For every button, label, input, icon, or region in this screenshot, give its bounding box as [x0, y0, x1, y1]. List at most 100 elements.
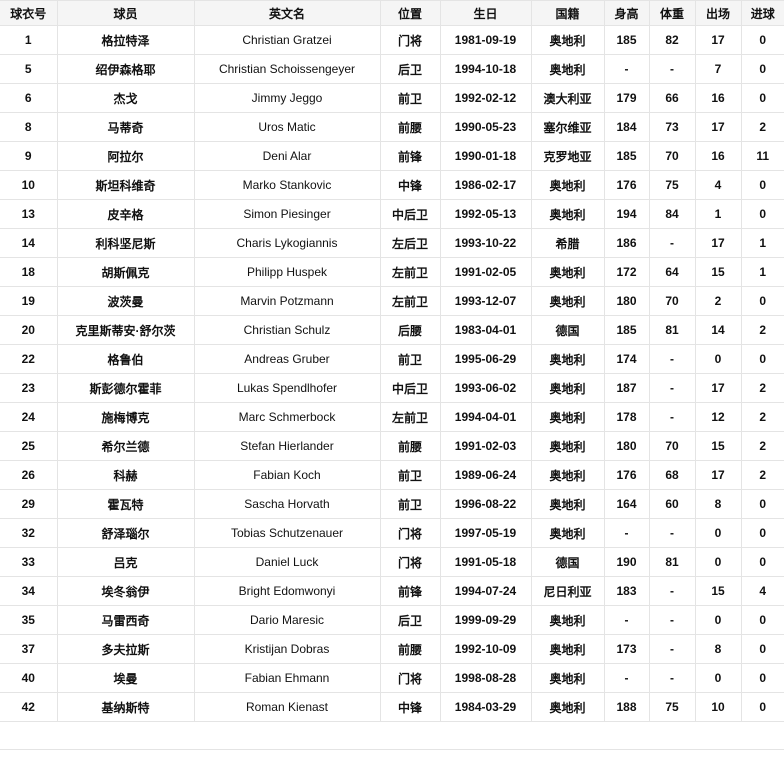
- header-appearances: 出场: [694, 0, 742, 26]
- cell-birthday: 1994-04-01: [439, 402, 532, 432]
- cell-goals: 2: [740, 112, 784, 142]
- cell-birthday: 1991-05-18: [439, 547, 532, 577]
- cell-nationality: 德国: [530, 547, 605, 577]
- cell-number: 22: [0, 344, 58, 374]
- cell-weight: -: [648, 54, 696, 84]
- cell-nationality: 塞尔维亚: [530, 112, 605, 142]
- table-row: 14 利科坚尼斯 Charis Lykogiannis 左后卫 1993-10-22 希腊…: [0, 228, 784, 258]
- cell-weight: 64: [648, 257, 696, 287]
- cell-height: 164: [603, 489, 650, 519]
- cell-appearances: 17: [694, 373, 742, 403]
- cell-appearances: 14: [694, 315, 742, 345]
- cell-height: -: [603, 605, 650, 635]
- cell-english-name: Lukas Spendlhofer: [193, 373, 381, 403]
- header-number: 球衣号: [0, 0, 58, 26]
- table-row: 8 马蒂奇 Uros Matic 前腰 1990-05-23 塞尔维亚 184 73 17 2: [0, 112, 784, 142]
- cell-height: 176: [603, 460, 650, 490]
- cell-weight: 73: [648, 112, 696, 142]
- cell-weight: 68: [648, 460, 696, 490]
- cell-height: 173: [603, 634, 650, 664]
- cell-number: 32: [0, 518, 58, 548]
- cell-number: 18: [0, 257, 58, 287]
- cell-appearances: 15: [694, 431, 742, 461]
- cell-player: 格拉特泽: [56, 25, 195, 55]
- cell-weight: -: [648, 634, 696, 664]
- cell-english-name: Roman Kienast: [193, 692, 381, 722]
- cell-position: 前卫: [379, 83, 441, 113]
- cell-goals: 0: [740, 344, 784, 374]
- cell-birthday: 1991-02-05: [439, 257, 532, 287]
- cell-english-name: Uros Matic: [193, 112, 381, 142]
- cell-number: 24: [0, 402, 58, 432]
- cell-weight: 66: [648, 83, 696, 113]
- cell-position: 前腰: [379, 634, 441, 664]
- cell-height: 186: [603, 228, 650, 258]
- cell-position: 前卫: [379, 460, 441, 490]
- cell-nationality: 奥地利: [530, 634, 605, 664]
- cell-nationality: 奥地利: [530, 518, 605, 548]
- cell-nationality: 奥地利: [530, 286, 605, 316]
- cell-birthday: 1992-10-09: [439, 634, 532, 664]
- cell-height: 190: [603, 547, 650, 577]
- cell-goals: 0: [740, 547, 784, 577]
- cell-number: 5: [0, 54, 58, 84]
- cell-player: 希尔兰德: [56, 431, 195, 461]
- cell-position: 前锋: [379, 141, 441, 171]
- cell-player: 舒泽瑙尔: [56, 518, 195, 548]
- cell-english-name: Christian Schoissengeyer: [193, 54, 381, 84]
- cell-height: 180: [603, 431, 650, 461]
- cell-position: 左后卫: [379, 228, 441, 258]
- cell-player: 施梅博克: [56, 402, 195, 432]
- cell-english-name: Charis Lykogiannis: [193, 228, 381, 258]
- cell-appearances: 0: [694, 663, 742, 693]
- cell-goals: 0: [740, 518, 784, 548]
- cell-weight: 60: [648, 489, 696, 519]
- cell-number: 37: [0, 634, 58, 664]
- cell-number: 13: [0, 199, 58, 229]
- cell-birthday: 1992-02-12: [439, 83, 532, 113]
- cell-weight: -: [648, 605, 696, 635]
- cell-position: 中锋: [379, 692, 441, 722]
- cell-english-name: Andreas Gruber: [193, 344, 381, 374]
- cell-weight: -: [648, 228, 696, 258]
- cell-nationality: 奥地利: [530, 605, 605, 635]
- cell-nationality: 克罗地亚: [530, 141, 605, 171]
- cell-weight: -: [648, 373, 696, 403]
- player-roster-table: 球衣号 球员 英文名 位置 生日 国籍 身高 体重 出场 进球 1 格拉特泽 Christian Gr…: [0, 0, 784, 722]
- cell-number: 6: [0, 83, 58, 113]
- cell-position: 左前卫: [379, 257, 441, 287]
- cell-birthday: 1998-08-28: [439, 663, 532, 693]
- cell-height: -: [603, 663, 650, 693]
- cell-player: 格鲁伯: [56, 344, 195, 374]
- cell-birthday: 1994-07-24: [439, 576, 532, 606]
- cell-english-name: Fabian Ehmann: [193, 663, 381, 693]
- cell-weight: 81: [648, 315, 696, 345]
- cell-english-name: Stefan Hierlander: [193, 431, 381, 461]
- cell-weight: -: [648, 518, 696, 548]
- table-row: 26 科赫 Fabian Koch 前卫 1989-06-24 奥地利 176 68 17 2: [0, 460, 784, 490]
- cell-birthday: 1984-03-29: [439, 692, 532, 722]
- cell-nationality: 奥地利: [530, 692, 605, 722]
- cell-player: 绍伊森格耶: [56, 54, 195, 84]
- cell-birthday: 1993-10-22: [439, 228, 532, 258]
- cell-number: 9: [0, 141, 58, 171]
- cell-appearances: 10: [694, 692, 742, 722]
- cell-position: 中后卫: [379, 199, 441, 229]
- cell-birthday: 1990-05-23: [439, 112, 532, 142]
- cell-player: 斯坦科维奇: [56, 170, 195, 200]
- header-position: 位置: [379, 0, 441, 26]
- table-row: 1 格拉特泽 Christian Gratzei 门将 1981-09-19 奥地利 185…: [0, 25, 784, 55]
- cell-position: 门将: [379, 518, 441, 548]
- cell-english-name: Simon Piesinger: [193, 199, 381, 229]
- cell-number: 42: [0, 692, 58, 722]
- cell-goals: 2: [740, 315, 784, 345]
- cell-appearances: 1: [694, 199, 742, 229]
- cell-english-name: Marko Stankovic: [193, 170, 381, 200]
- header-goals: 进球: [740, 0, 784, 26]
- cell-english-name: Fabian Koch: [193, 460, 381, 490]
- cell-number: 29: [0, 489, 58, 519]
- cell-birthday: 1983-04-01: [439, 315, 532, 345]
- cell-position: 前锋: [379, 576, 441, 606]
- cell-english-name: Marvin Potzmann: [193, 286, 381, 316]
- cell-weight: 70: [648, 286, 696, 316]
